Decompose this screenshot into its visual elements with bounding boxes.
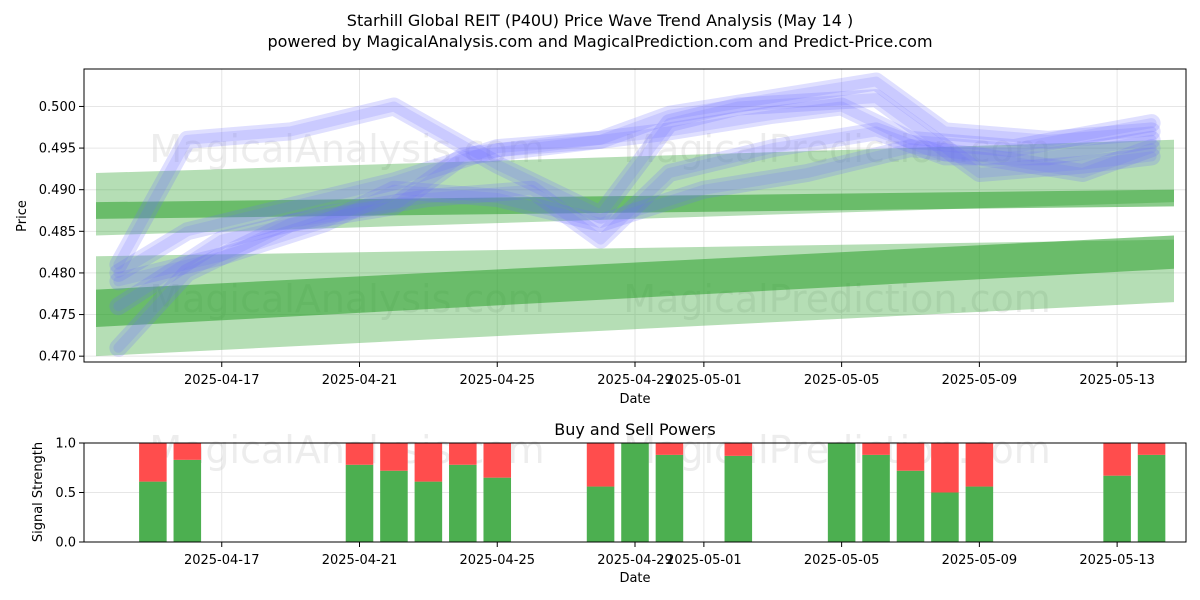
power-chart: Buy and Sell Powers MagicalAnalysis.com … — [31, 420, 1187, 586]
power-y-axis-label: Signal Strength — [31, 442, 46, 542]
x-tick-label: 2025-05-09 — [942, 373, 1018, 388]
x-tick-label: 2025-05-05 — [804, 553, 880, 568]
buy-bar — [827, 443, 856, 542]
x-tick-label: 2025-05-13 — [1079, 373, 1155, 388]
buy-bar — [896, 470, 925, 542]
y-tick-label: 0.485 — [39, 225, 76, 240]
x-tick-label: 2025-05-01 — [666, 553, 742, 568]
buy-bar — [173, 459, 202, 542]
x-tick-label: 2025-04-29 — [597, 553, 673, 568]
price-wave — [109, 122, 1161, 316]
buy-bar — [655, 454, 684, 542]
sell-bar — [655, 443, 684, 455]
y-tick-label: 0.490 — [39, 183, 76, 198]
price-chart: MagicalAnalysis.com MagicalPrediction.co… — [15, 68, 1187, 407]
price-wave-core — [113, 101, 1157, 353]
x-tick-label: 2025-04-25 — [459, 373, 535, 388]
x-tick-label: 2025-04-21 — [322, 553, 398, 568]
y-tick-label: 0.495 — [39, 142, 76, 157]
buy-bar — [345, 464, 374, 542]
price-wave — [109, 72, 1161, 282]
buy-bar — [483, 477, 512, 542]
buy-bar — [414, 481, 443, 542]
buy-bar — [449, 464, 477, 542]
price-x-ticks: 2025-04-17 2025-04-21 2025-04-25 2025-04-29… — [184, 362, 1155, 388]
price-wave-core — [113, 93, 1157, 270]
buy-bar — [1137, 454, 1166, 542]
buy-bar — [965, 486, 994, 542]
sell-bar — [1137, 443, 1166, 455]
power-y-ticks: 0.0 0.5 1.0 — [55, 437, 84, 551]
sell-bar — [724, 443, 753, 456]
x-tick-label: 2025-05-01 — [666, 373, 742, 388]
sell-bar — [586, 443, 615, 487]
price-wave-core — [113, 126, 1157, 312]
sell-bar — [139, 443, 167, 482]
x-tick-label: 2025-05-09 — [942, 553, 1018, 568]
price-wave — [109, 139, 1161, 291]
y-tick-label: 0.5 — [55, 486, 76, 501]
power-x-ticks: 2025-04-17 2025-04-21 2025-04-25 2025-04-29… — [184, 542, 1155, 568]
x-tick-label: 2025-05-13 — [1079, 553, 1155, 568]
sell-bar — [345, 443, 374, 465]
price-wave — [109, 89, 1161, 274]
sell-bar — [449, 443, 477, 465]
sell-bar — [414, 443, 443, 482]
buy-bar — [380, 470, 408, 542]
sell-bar — [1103, 443, 1131, 476]
sell-bar — [896, 443, 925, 471]
buy-bar — [139, 481, 167, 542]
price-y-axis-label: Price — [15, 200, 30, 232]
y-tick-label: 0.475 — [39, 308, 76, 323]
buy-bar — [862, 454, 890, 542]
buy-bar — [1103, 475, 1131, 542]
price-bands — [96, 139, 1174, 357]
buy-bar — [621, 443, 649, 542]
price-wave-core — [113, 76, 1157, 278]
price-x-axis-label: Date — [619, 392, 650, 407]
sell-bar — [862, 443, 890, 455]
price-band — [96, 235, 1174, 328]
x-tick-label: 2025-04-21 — [322, 373, 398, 388]
sell-bar — [965, 443, 994, 487]
buy-bar — [586, 486, 615, 542]
y-tick-label: 0.0 — [55, 536, 76, 551]
watermark-text: MagicalPrediction.com — [623, 127, 1051, 171]
sell-bar — [483, 443, 512, 478]
price-waves — [109, 72, 1161, 357]
power-x-axis-label: Date — [619, 571, 650, 586]
buy-bar — [724, 455, 753, 542]
x-tick-label: 2025-04-17 — [184, 373, 260, 388]
y-tick-label: 0.480 — [39, 266, 76, 281]
power-bars — [139, 443, 1166, 542]
sell-bar — [380, 443, 408, 471]
figure-title-line2: powered by MagicalAnalysis.com and Magic… — [267, 32, 932, 51]
x-tick-label: 2025-04-25 — [459, 553, 535, 568]
sell-bar — [931, 443, 959, 493]
x-tick-label: 2025-04-17 — [184, 553, 260, 568]
price-wave-core — [113, 143, 1157, 287]
y-tick-label: 0.470 — [39, 350, 76, 365]
y-tick-label: 0.500 — [39, 100, 76, 115]
x-tick-label: 2025-04-29 — [597, 373, 673, 388]
power-chart-title: Buy and Sell Powers — [554, 420, 716, 439]
sell-bar — [173, 443, 202, 460]
price-y-ticks: 0.470 0.475 0.480 0.485 0.490 0.495 0.500 — [39, 100, 84, 365]
x-tick-label: 2025-05-05 — [804, 373, 880, 388]
watermark-text: MagicalAnalysis.com — [149, 127, 544, 171]
buy-bar — [931, 492, 959, 542]
y-tick-label: 1.0 — [55, 437, 76, 452]
price-band — [96, 189, 1174, 219]
price-wave — [109, 97, 1161, 357]
figure-title-line1: Starhill Global REIT (P40U) Price Wave T… — [347, 11, 853, 30]
